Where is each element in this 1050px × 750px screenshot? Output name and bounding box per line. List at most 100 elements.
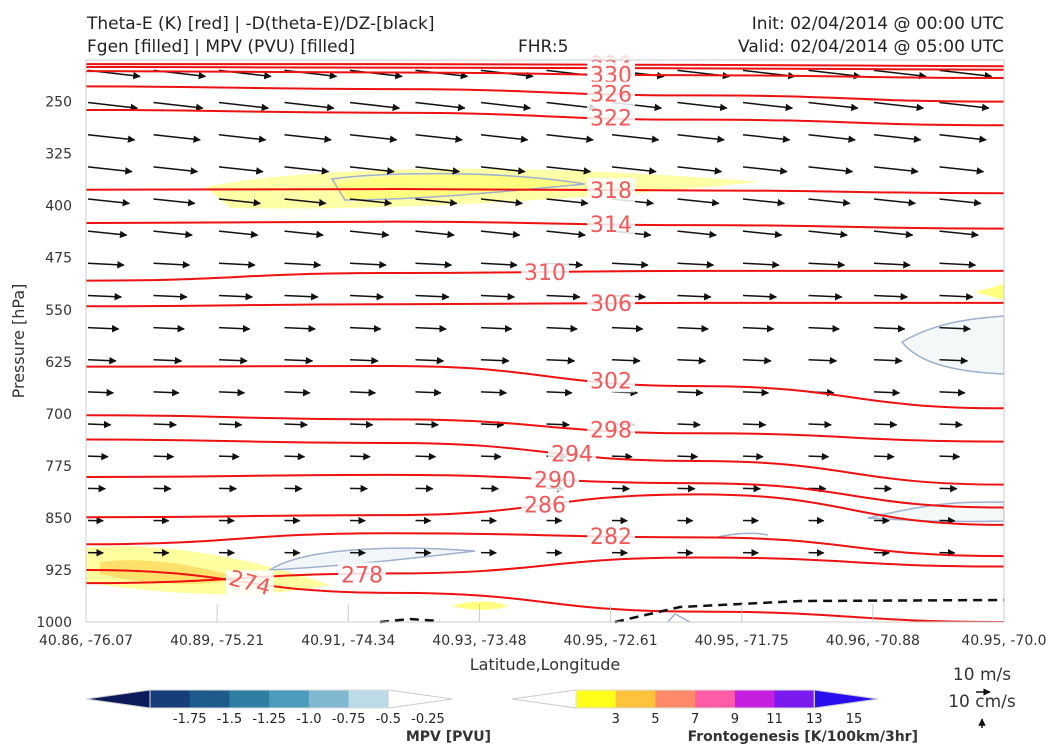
wind-vector — [873, 166, 919, 175]
wind-vector — [939, 452, 961, 461]
wind-vector — [218, 166, 264, 175]
colorbar-swatch — [576, 690, 617, 708]
theta-e-label-310: 310 — [524, 261, 566, 286]
wind-vector — [808, 324, 840, 333]
colorbar-tick: 11 — [766, 712, 783, 727]
theta-e-label-302: 302 — [590, 369, 632, 394]
wind-vector — [480, 198, 524, 207]
contour-label-bg — [521, 259, 569, 284]
wind-vector — [349, 324, 382, 333]
wind-vector — [677, 101, 728, 112]
x-tick-label: 40.96, -70.88 — [826, 633, 920, 649]
wind-vector — [153, 261, 191, 269]
wind-vector — [546, 133, 594, 143]
colorbar-tick: 13 — [806, 712, 823, 727]
wind-vector — [873, 69, 927, 80]
wind-vector — [87, 356, 117, 365]
y-tick-label: 775 — [45, 459, 72, 475]
theta-e-label-318: 318 — [590, 179, 632, 204]
y-tick-label: 850 — [45, 511, 72, 527]
fgen-colorbar-title: Frontogenesis [K/100km/3hr] — [688, 729, 918, 745]
wind-vector — [873, 133, 922, 143]
theta-e-label-290: 290 — [534, 468, 576, 493]
wind-vector — [415, 452, 437, 461]
wind-vector — [873, 452, 895, 461]
wind-vector — [284, 230, 324, 239]
wind-vector — [284, 452, 306, 461]
wind-vector — [480, 261, 518, 269]
wind-vector — [546, 292, 581, 301]
wind-vector — [153, 166, 199, 175]
wind-vector — [742, 230, 783, 239]
colorbar-swatch — [348, 690, 389, 708]
wind-vector — [939, 356, 969, 365]
wind-vector — [677, 420, 701, 429]
wind-vector — [480, 324, 513, 333]
wind-vector — [611, 356, 641, 365]
wind-vector — [415, 133, 463, 143]
x-tick-label: 40.89, -75.21 — [170, 633, 264, 649]
contour-label-bg — [226, 570, 274, 595]
wind-vector — [677, 166, 723, 175]
wind-vector — [284, 133, 332, 143]
wind-vector — [873, 101, 925, 112]
wind-vector — [87, 324, 120, 333]
wind-vector — [349, 388, 377, 397]
wind-vector — [284, 166, 330, 175]
wind-vector — [284, 261, 322, 269]
x-tick-label: 40.95, -70.0 — [961, 633, 1046, 649]
wind-vector — [742, 133, 791, 143]
wind-vector — [415, 261, 453, 269]
colorbar-tick: -1.25 — [252, 712, 286, 727]
colorbar-swatch — [189, 690, 230, 708]
wind-vector — [677, 198, 720, 207]
wind-vector — [349, 198, 393, 207]
wind-vector — [415, 388, 442, 397]
y-axis-label: Pressure [hPa] — [9, 284, 28, 399]
wind-vector — [218, 388, 246, 397]
wind-vector — [218, 261, 256, 269]
filled-contours — [86, 168, 1004, 622]
x-tick-label: 40.93, -73.48 — [432, 633, 526, 649]
contour-label-bg — [587, 212, 635, 237]
wind-vector — [939, 324, 971, 333]
y-tick-label: 925 — [45, 563, 72, 579]
mpv-colorbar: -1.75 -1.5 -1.25 -1.0 -0.75 -0.5 -0.25 — [85, 689, 453, 727]
colorbar-outline — [575, 689, 815, 709]
y-tick-label: 700 — [45, 407, 72, 423]
theta-e-label-326: 326 — [590, 83, 632, 108]
x-tick-label: 40.86, -76.07 — [39, 633, 133, 649]
colorbar-swatch — [150, 690, 191, 708]
wind-vector — [742, 420, 767, 429]
wind-vector — [480, 101, 532, 112]
wind-vector — [218, 198, 262, 207]
wind-vector — [677, 356, 707, 365]
wind-vector — [808, 261, 846, 269]
theta-e-line-318 — [86, 188, 1004, 195]
wind-vector — [218, 133, 267, 143]
wind-vector — [808, 420, 832, 429]
wind-vector — [153, 388, 180, 397]
forecast-hour: FHR:5 — [518, 37, 569, 57]
reference-vector-vertical-label: 10 cm/s — [948, 692, 1016, 712]
wind-vector — [284, 324, 316, 333]
wind-vector — [218, 324, 251, 333]
colorbar-extend-right — [387, 689, 453, 709]
theta-e-contours — [86, 63, 1004, 622]
wind-vector — [808, 356, 838, 365]
colorbar-swatch — [734, 690, 776, 708]
wind-vector — [284, 101, 335, 112]
wind-vector — [677, 388, 704, 397]
wind-vector — [677, 230, 717, 239]
wind-vector — [415, 166, 461, 175]
wind-vector — [873, 388, 901, 397]
y-tick-label: 325 — [45, 147, 72, 163]
wind-vector — [218, 356, 248, 365]
fgen-colorbar: 3 5 7 9 11 13 15 — [511, 689, 879, 727]
wind-vector — [415, 292, 450, 301]
wind-vector — [480, 230, 521, 239]
wind-vector — [611, 261, 649, 269]
wind-vector — [349, 420, 374, 429]
wind-vector — [349, 133, 398, 143]
wind-vector — [873, 420, 898, 429]
